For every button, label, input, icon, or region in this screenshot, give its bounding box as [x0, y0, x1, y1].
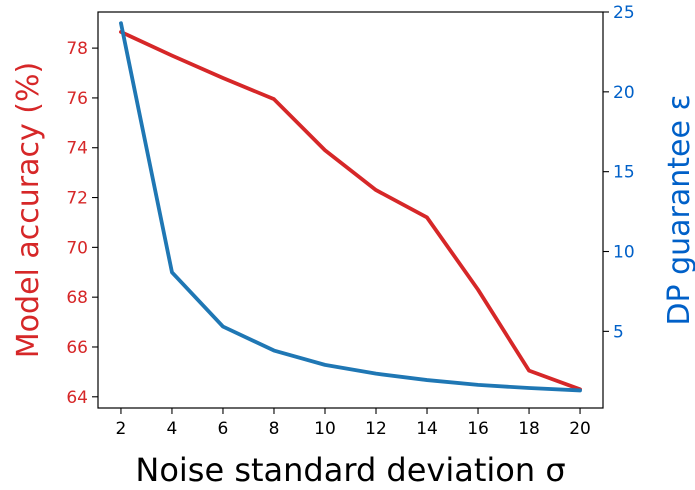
x-tick-label: 20	[569, 419, 591, 439]
x-tick-label: 2	[116, 419, 127, 439]
y-axis-right-label: DP guarantee ε	[662, 94, 695, 325]
plot-frame	[97, 11, 604, 409]
y-right-tick-label: 15	[613, 163, 635, 183]
y-left-tick-label: 76	[66, 89, 88, 109]
x-tick-label: 8	[269, 419, 280, 439]
y-right-tick-label: 25	[613, 3, 635, 23]
y-left-tick-label: 66	[66, 338, 88, 358]
x-tick-label: 6	[218, 419, 229, 439]
y-right-tick-label: 20	[613, 83, 635, 103]
x-tick-label: 12	[365, 419, 387, 439]
y-axis-left-label: Model accuracy (%)	[11, 62, 46, 358]
y-right-tick-label: 5	[613, 322, 624, 342]
y-left-tick-label: 78	[66, 39, 88, 59]
x-tick-label: 10	[314, 419, 336, 439]
x-axis-label: Noise standard deviation σ	[135, 451, 565, 489]
y-left-tick-label: 70	[66, 238, 88, 258]
y-left-tick-label: 72	[66, 189, 88, 209]
dp-guarantee-series-line	[119, 21, 582, 393]
x-tick-label: 14	[416, 419, 438, 439]
x-tick-label: 18	[518, 419, 540, 439]
x-tick-label: 16	[467, 419, 489, 439]
y-left-tick-label: 74	[66, 139, 88, 159]
x-tick-label: 4	[167, 419, 178, 439]
y-right-tick-label: 10	[613, 243, 635, 263]
y-left-tick-label: 68	[66, 288, 88, 308]
y-left-tick-label: 64	[66, 388, 88, 408]
accuracy-series-line	[119, 30, 582, 392]
